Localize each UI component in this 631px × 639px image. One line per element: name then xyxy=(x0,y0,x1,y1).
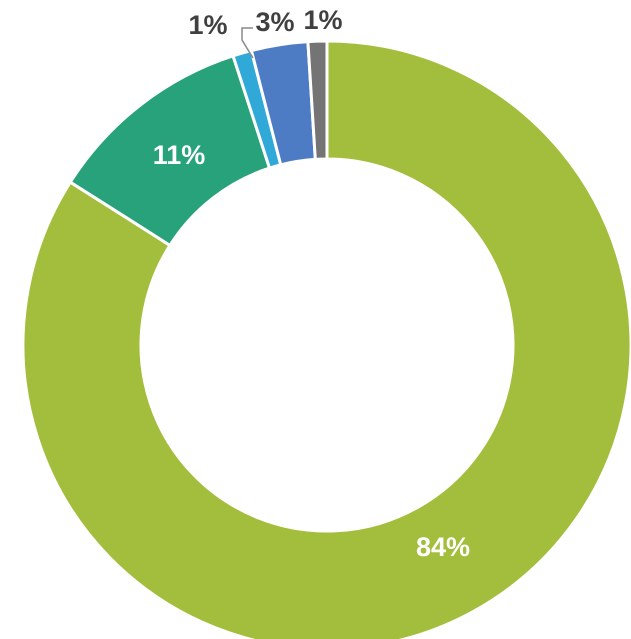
data-label-4: 1% xyxy=(303,5,342,35)
leader-lines xyxy=(241,27,254,59)
donut-slices xyxy=(21,39,631,639)
data-label-3: 3% xyxy=(255,7,294,37)
data-labels: 84% 11% 1% 3% 1% xyxy=(153,5,470,562)
data-label-0: 84% xyxy=(416,532,470,562)
data-label-1: 11% xyxy=(153,140,206,170)
leader-line xyxy=(241,27,254,59)
data-label-2: 1% xyxy=(188,10,227,40)
slice-4 xyxy=(306,39,329,161)
